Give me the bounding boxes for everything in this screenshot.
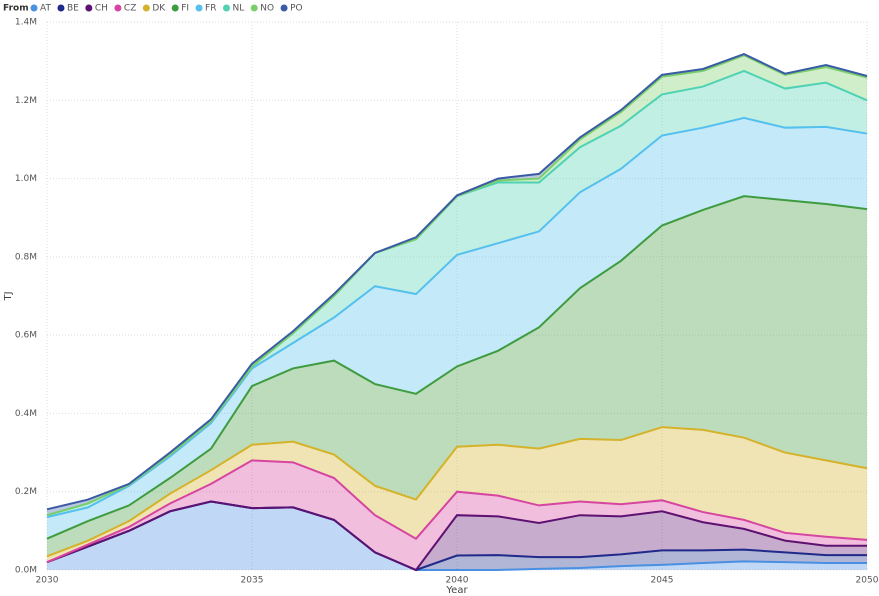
legend-label: CH (95, 4, 108, 14)
area (47, 501, 867, 570)
area-line (46, 116, 868, 519)
y-axis-title: TJ (3, 291, 14, 301)
y-tick-label: 0.8M (15, 252, 37, 262)
legend-marker (142, 4, 150, 12)
legend-label: NO (260, 4, 274, 14)
legend-marker (250, 4, 258, 12)
y-tick-label: 0.6M (15, 331, 37, 341)
y-tick-label: 0.4M (15, 409, 37, 419)
legend-label: AT (40, 4, 51, 14)
x-tick-label: 2045 (651, 576, 674, 586)
y-tick-label: 1.0M (15, 174, 37, 184)
area (47, 70, 867, 518)
y-tick-label: 1.2M (15, 96, 37, 106)
area-line (46, 53, 868, 511)
legend-label: CZ (124, 4, 136, 14)
legend-marker (57, 4, 65, 12)
area-line (46, 500, 867, 572)
x-tick-label: 2050 (856, 576, 879, 586)
legend-marker (280, 4, 288, 12)
legend-label: FR (205, 4, 216, 14)
area (47, 117, 867, 539)
legend-label: BE (67, 4, 79, 14)
legend-marker (222, 4, 230, 12)
area (47, 501, 867, 570)
area (47, 501, 867, 570)
legend-marker (30, 4, 38, 12)
area (47, 196, 867, 557)
legend-marker (171, 4, 179, 12)
legend-label: FI (181, 4, 189, 14)
legend-label: DK (152, 4, 166, 14)
y-tick-label: 0.0M (15, 566, 37, 576)
legend-title: From (3, 4, 29, 14)
x-tick-label: 2040 (446, 576, 469, 586)
area-line (46, 195, 868, 540)
legend-marker (114, 4, 122, 12)
legend-label: PO (290, 4, 303, 14)
x-axis-title: Year (445, 585, 468, 596)
legend-label: NL (232, 4, 244, 14)
area-line (46, 459, 868, 564)
area (47, 427, 867, 563)
legend-marker (195, 4, 203, 12)
y-tick-label: 0.2M (15, 487, 37, 497)
area-line (46, 426, 868, 558)
legend-marker (85, 4, 93, 12)
y-tick-label: 1.4M (15, 18, 37, 28)
x-tick-label: 2030 (36, 576, 59, 586)
x-tick-label: 2035 (241, 576, 264, 586)
